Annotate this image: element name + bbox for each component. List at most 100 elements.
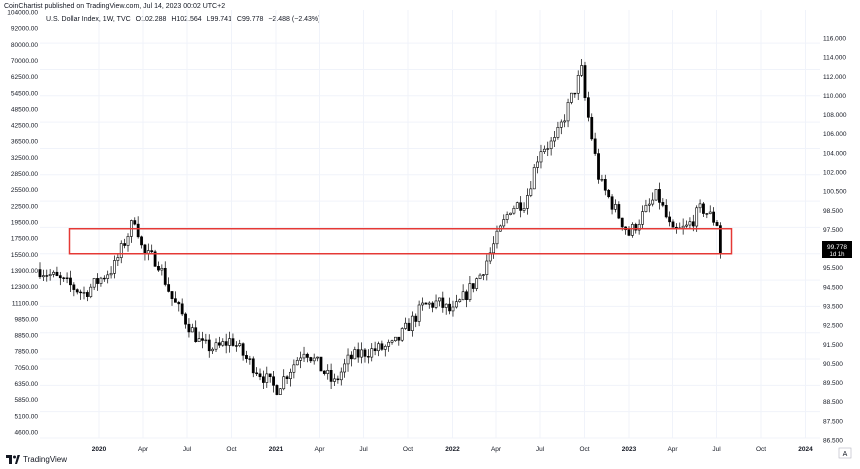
candle-up [630, 224, 634, 236]
candle-up [346, 354, 350, 365]
candle-down [319, 356, 323, 372]
right-axis-tick: 95.500 [823, 265, 843, 272]
candle-down [58, 275, 62, 279]
candle-down [715, 222, 719, 226]
time-axis-tick: Apr [667, 446, 678, 453]
candle-up [383, 346, 387, 350]
candle-up [282, 376, 286, 390]
candle-up [482, 274, 485, 276]
candle-up [146, 250, 150, 254]
right-axis-tick: 112.000 [823, 74, 846, 81]
candle-up [492, 243, 495, 254]
time-axis-tick: Oct [756, 446, 766, 453]
time-axis-tick: Oct [579, 446, 589, 453]
time-axis-tick: Jul [536, 446, 545, 453]
candle-up [106, 274, 110, 279]
candle-up [326, 370, 330, 374]
candle-up [82, 292, 86, 294]
candle-up [563, 120, 567, 123]
candle-up [41, 275, 45, 278]
candle-down [603, 179, 607, 191]
candle-down [583, 65, 587, 98]
candle-down [620, 217, 624, 228]
left-axis-tick: 5100.00 [15, 413, 39, 420]
price-tag-background [822, 241, 852, 258]
candle-down [441, 297, 445, 308]
candle-up [532, 167, 536, 190]
candle-up [126, 236, 130, 246]
grid [40, 10, 820, 439]
candle-up [651, 199, 655, 205]
left-axis-tick: 54500.00 [11, 90, 38, 97]
candle-down [133, 220, 137, 225]
time-axis-tick: Jul [359, 446, 368, 453]
candle-up [505, 214, 509, 220]
candle-down [143, 244, 147, 254]
candle-down [167, 284, 171, 292]
candle-down [194, 327, 198, 342]
left-axis-tick: 42500.00 [11, 123, 38, 130]
candle-down [262, 376, 265, 383]
candle-down [627, 229, 631, 236]
right-axis-tick: 102.000 [823, 170, 847, 177]
candle-up [478, 274, 482, 279]
candle-up [394, 336, 397, 342]
candle-up [197, 338, 201, 342]
ohlc-close: C99.778 [236, 16, 264, 23]
time-axis-tick: 2023 [622, 446, 637, 453]
candle-down [272, 376, 275, 386]
candle-down [356, 349, 360, 358]
candle-up [360, 349, 363, 358]
candle-up [580, 65, 583, 76]
candle-up [512, 208, 516, 214]
right-axis-tick: 108.000 [823, 112, 847, 119]
candle-up [549, 140, 553, 149]
candle-down [157, 266, 160, 271]
right-axis-tick: 104.000 [823, 150, 847, 157]
candle-down [140, 236, 143, 246]
candle-down [136, 223, 140, 238]
candle-down [45, 275, 49, 277]
candle-down [69, 277, 72, 286]
time-axis-tick: 2021 [269, 446, 284, 453]
ohlc-change: −2.488 (−2.43%) [268, 16, 321, 23]
candle-up [654, 189, 658, 201]
time-axis-tick: Jul [712, 446, 721, 453]
axis-settings-button[interactable]: A [838, 447, 852, 459]
footer-brand[interactable]: TradingView [6, 455, 67, 464]
candle-down [718, 225, 722, 254]
candle-up [400, 328, 404, 341]
candle-up [211, 348, 215, 352]
candle-up [536, 161, 539, 168]
candle-down [275, 385, 279, 395]
left-axis-tick: 70000.00 [11, 58, 38, 65]
candle-up [522, 208, 526, 211]
candle-up [312, 357, 316, 362]
candle-up [559, 121, 563, 128]
candle-down [380, 343, 384, 350]
candle-down [366, 356, 370, 358]
candle-up [647, 203, 651, 206]
candle-up [387, 341, 391, 347]
left-axis-tick: 32500.00 [11, 155, 38, 162]
candle-down [431, 302, 435, 308]
candle-up [614, 204, 617, 210]
ohlc-low: L99.741 [206, 16, 232, 23]
candle-down [245, 355, 248, 360]
candle-up [289, 371, 292, 380]
right-axis-tick: 93.500 [823, 304, 843, 311]
candle-up [434, 300, 438, 308]
candle-up [316, 356, 319, 359]
candle-down [617, 204, 621, 219]
left-axis-tick: 4600.00 [15, 430, 39, 437]
candle-down [373, 348, 377, 352]
left-axis: 104000.00 92000.00 80000.00 70000.00 62500.0… [7, 10, 38, 437]
candle-down [170, 291, 174, 299]
time-axis-tick: Oct [226, 446, 236, 453]
candle-up [295, 360, 299, 366]
right-axis-tick: 91.500 [823, 342, 843, 349]
candle-up [109, 273, 113, 276]
candle-up [404, 322, 407, 329]
candle-down [248, 358, 252, 360]
